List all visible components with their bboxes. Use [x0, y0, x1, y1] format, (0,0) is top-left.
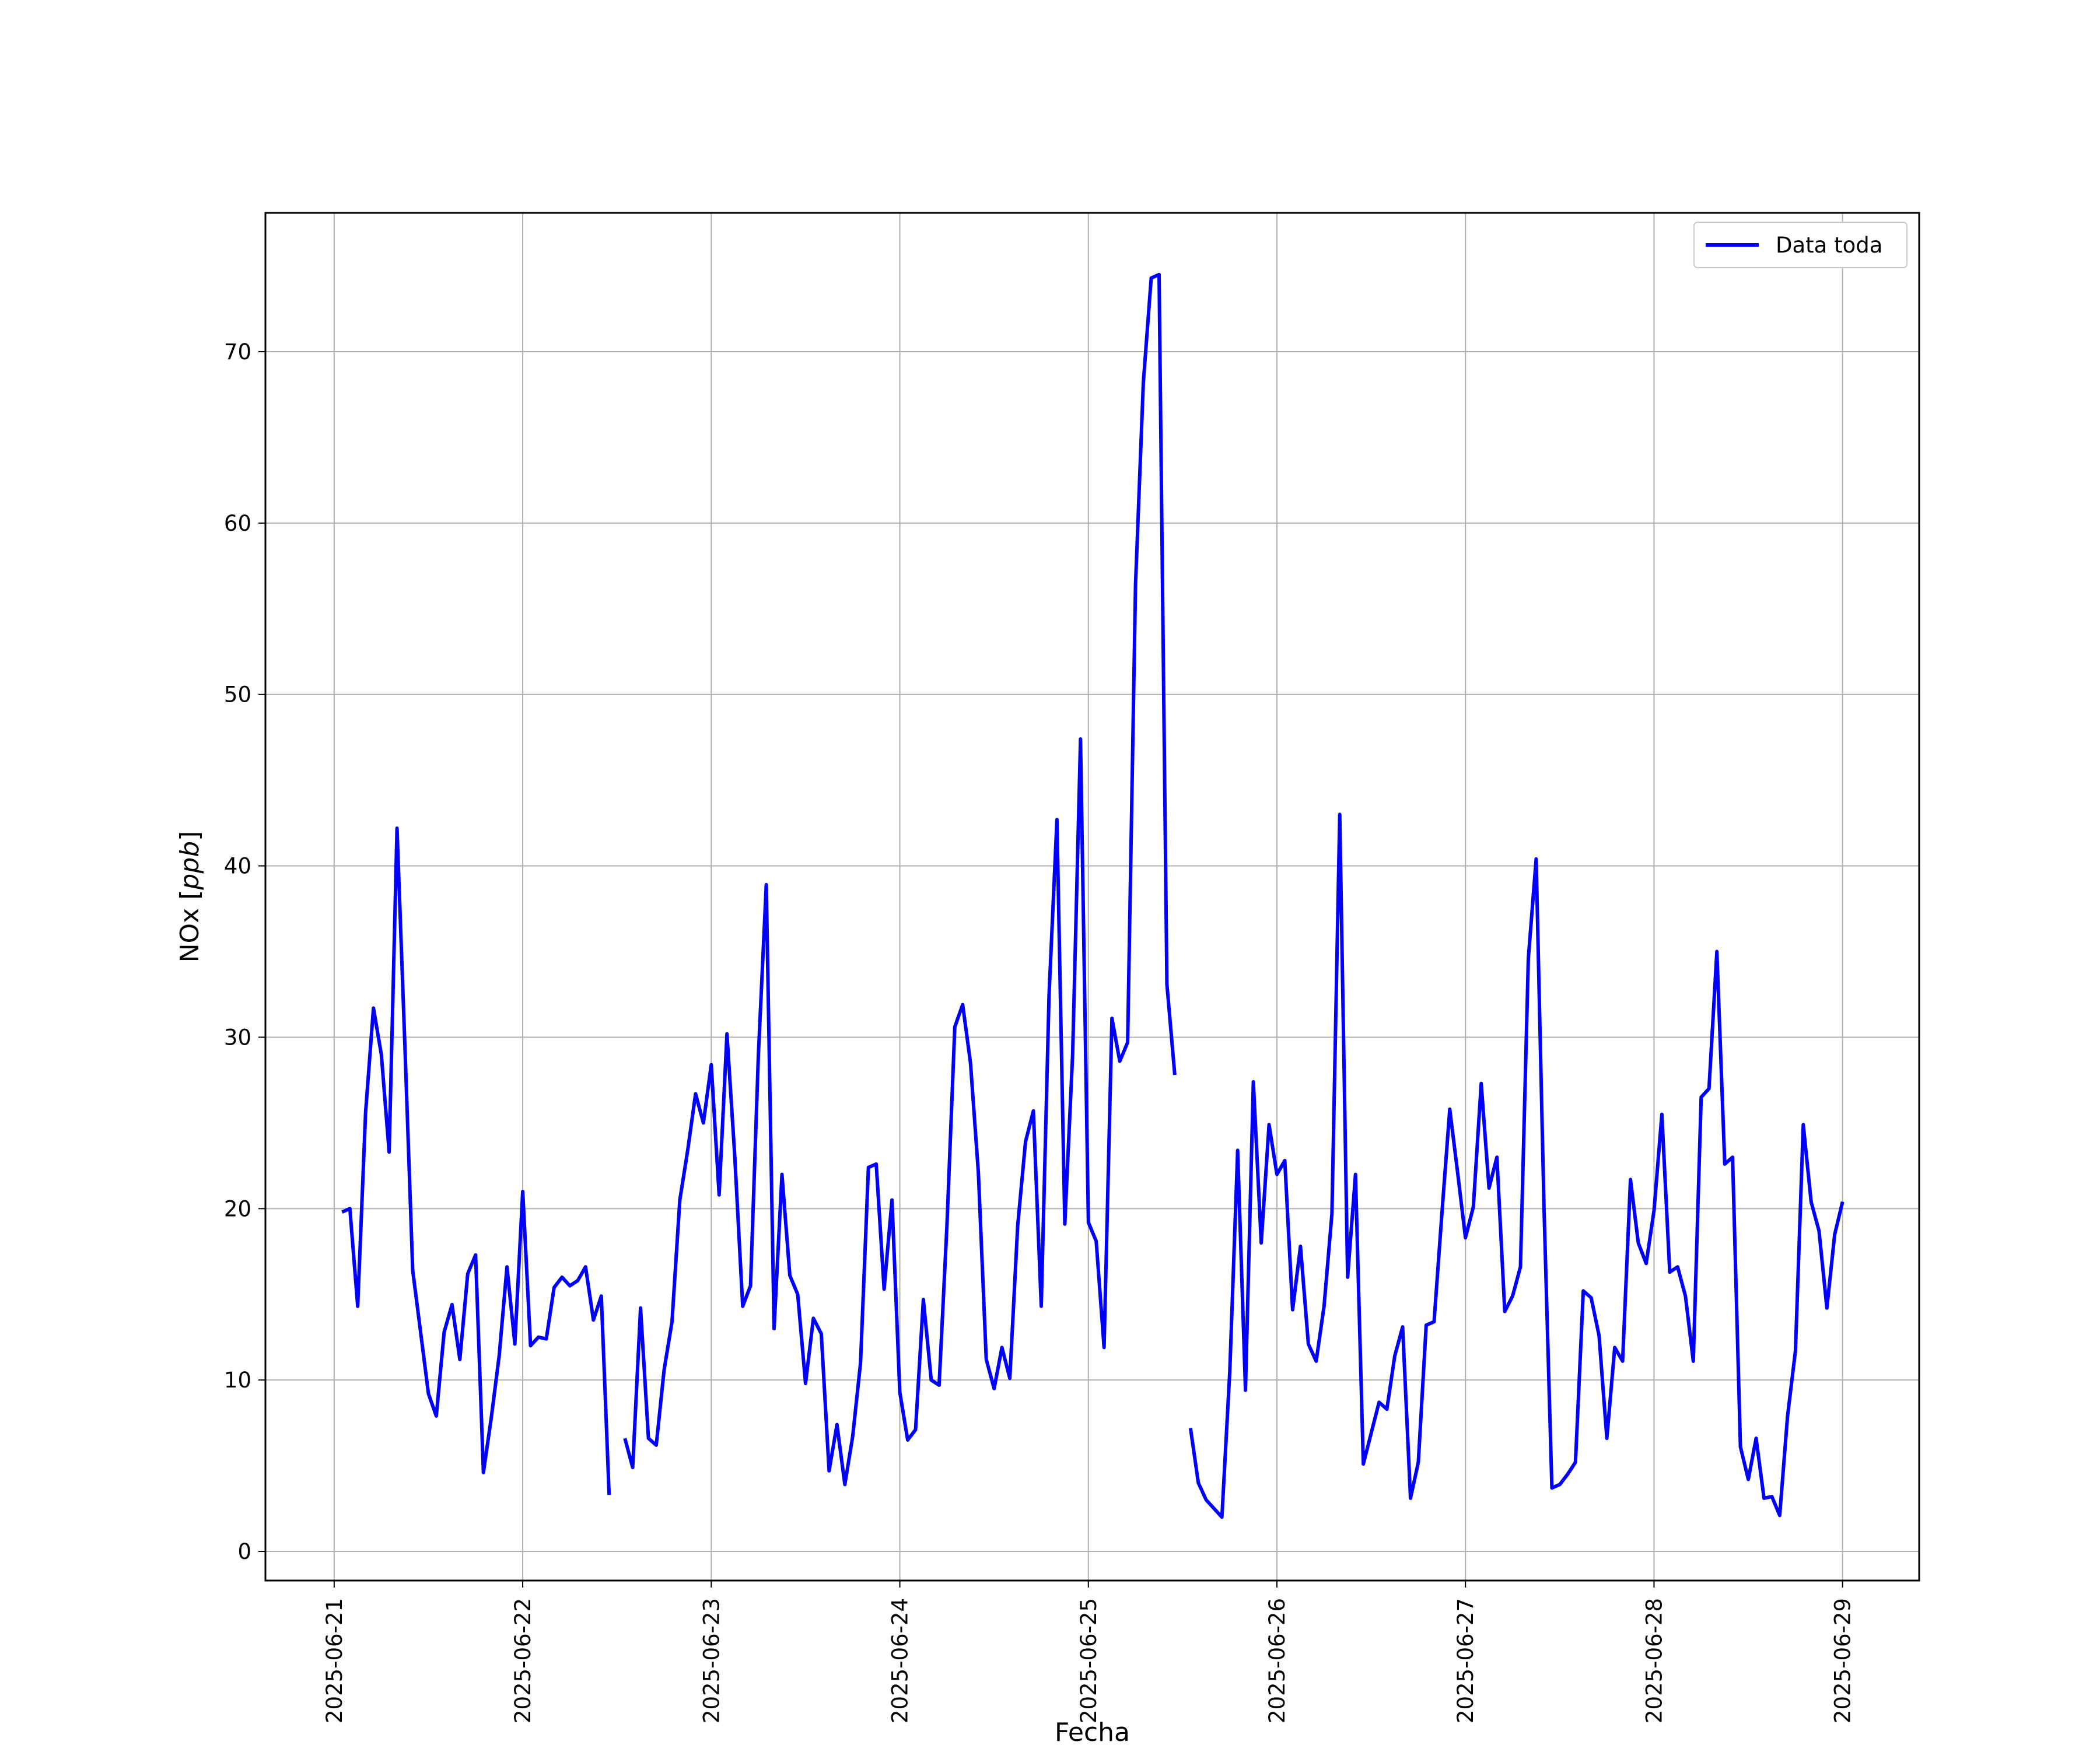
- x-tick-label: 2025-06-21: [322, 1598, 347, 1723]
- x-axis-ticks: 2025-06-21 2025-06-22 2025-06-23 2025-06-24…: [322, 1581, 1856, 1723]
- x-tick-label: 2025-06-25: [1076, 1598, 1101, 1723]
- y-tick-label: 50: [224, 682, 251, 707]
- y-tick-label: 10: [224, 1368, 251, 1393]
- grid-lines: [265, 213, 1919, 1581]
- series-line-segment: [341, 826, 611, 1495]
- legend: Data toda: [1693, 222, 1908, 268]
- y-axis-label-bracket: ]: [175, 831, 205, 841]
- x-tick-label: 2025-06-28: [1642, 1598, 1667, 1723]
- plot-area-frame: [264, 212, 1920, 1582]
- series-line-segment: [1188, 812, 1845, 1519]
- y-tick-label: 40: [224, 854, 251, 879]
- legend-label: Data toda: [1776, 233, 1882, 258]
- x-axis-label: Fecha: [1055, 1718, 1130, 1747]
- x-tick-label: 2025-06-26: [1265, 1598, 1290, 1723]
- series-line-segment: [623, 272, 1177, 1487]
- x-tick-label: 2025-06-29: [1831, 1598, 1856, 1723]
- y-tick-label: 30: [224, 1025, 251, 1050]
- legend-box: [1693, 222, 1908, 268]
- y-axis-label-unit: ppb: [175, 841, 205, 891]
- x-tick-label: 2025-06-23: [699, 1598, 724, 1723]
- y-tick-label: 0: [237, 1539, 251, 1564]
- series-lines: [341, 272, 1845, 1519]
- y-axis-label: NOx [ppb]: [175, 831, 205, 963]
- x-tick-label: 2025-06-22: [510, 1598, 536, 1723]
- x-tick-label: 2025-06-27: [1453, 1598, 1478, 1723]
- x-tick-label: 2025-06-24: [888, 1598, 913, 1723]
- y-tick-label: 60: [224, 511, 251, 536]
- y-tick-label: 70: [224, 339, 251, 365]
- y-axis-label-quantity: NOx [: [175, 890, 205, 963]
- y-tick-label: 20: [224, 1196, 251, 1221]
- y-axis-ticks: 0 10 20 30 40 50 60 70: [224, 339, 265, 1564]
